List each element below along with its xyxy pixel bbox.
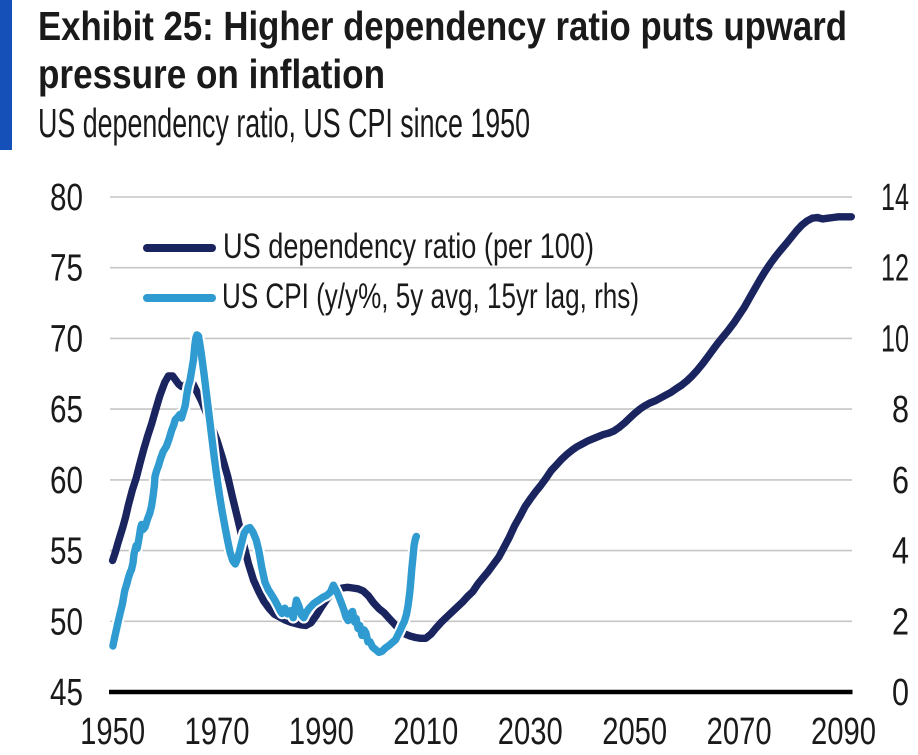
svg-text:1990: 1990 [289,711,354,753]
svg-text:2070: 2070 [707,711,772,753]
svg-text:45: 45 [50,672,83,714]
svg-text:6: 6 [892,460,909,502]
svg-text:2050: 2050 [602,711,667,753]
svg-text:US CPI (y/y%, 5y avg, 15yr lag: US CPI (y/y%, 5y avg, 15yr lag, rhs) [222,277,639,316]
svg-text:60: 60 [50,460,83,502]
svg-text:pressure on inflation: pressure on inflation [38,51,385,97]
svg-text:70: 70 [50,318,83,360]
svg-text:65: 65 [50,389,83,431]
svg-text:8: 8 [892,389,909,431]
svg-text:10: 10 [881,318,909,360]
svg-text:1970: 1970 [185,711,250,753]
svg-text:50: 50 [50,601,83,643]
svg-text:4: 4 [892,531,909,573]
svg-text:12: 12 [881,248,909,290]
svg-text:US dependency ratio, US CPI si: US dependency ratio, US CPI since 1950 [38,100,530,146]
svg-text:2: 2 [892,601,909,643]
svg-text:1950: 1950 [80,711,145,753]
svg-text:2030: 2030 [498,711,563,753]
svg-text:0: 0 [892,672,909,714]
svg-text:US dependency ratio (per 100): US dependency ratio (per 100) [223,227,594,266]
svg-text:2090: 2090 [811,711,876,753]
svg-text:14: 14 [881,177,909,219]
svg-text:2010: 2010 [393,711,458,753]
svg-text:55: 55 [50,531,83,573]
svg-text:80: 80 [50,177,83,219]
svg-text:75: 75 [50,248,83,290]
svg-text:Exhibit 25: Higher dependency: Exhibit 25: Higher dependency ratio puts… [38,3,847,49]
